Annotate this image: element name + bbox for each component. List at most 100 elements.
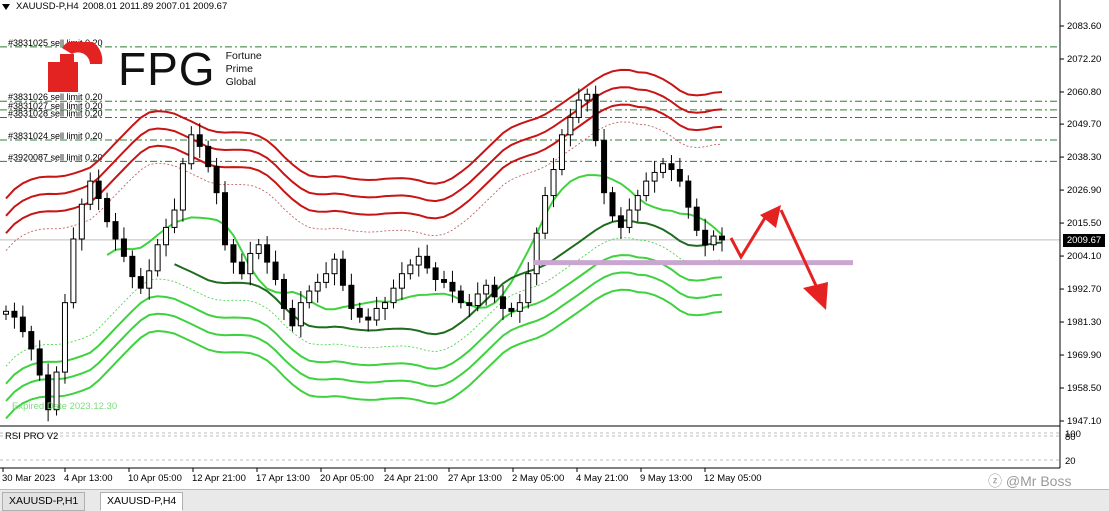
candle-body — [3, 310, 9, 315]
candle-body — [558, 134, 565, 171]
candle-body — [230, 244, 237, 263]
tab-xauusd-h4[interactable]: XAUUSD-P,H4 — [100, 492, 184, 511]
candle-body — [205, 145, 212, 168]
candle-body — [61, 302, 68, 373]
chevron-down-icon[interactable] — [2, 3, 10, 10]
candle-body — [592, 93, 599, 142]
x-tick-label: 12 May 05:00 — [704, 473, 762, 484]
bearish-arrow — [779, 209, 820, 291]
order-label: #3831024 sell limit 0.20 — [8, 131, 103, 141]
fpg-logo: FPG Fortune Prime Global — [48, 38, 262, 96]
y-tick-label: 2083.60 — [1067, 21, 1101, 32]
y-tick-label: 2026.90 — [1067, 185, 1101, 196]
rsi-level-label: 100 — [1065, 429, 1081, 440]
candle-body — [87, 180, 94, 205]
candle-body — [516, 302, 523, 312]
candle-body — [280, 278, 287, 309]
candle-body — [272, 261, 279, 280]
candle-body — [719, 235, 725, 241]
candle-body — [171, 209, 178, 228]
y-tick-label: 1992.70 — [1067, 284, 1101, 295]
x-tick-label: 27 Apr 13:00 — [448, 473, 502, 484]
bullish-arrow — [729, 212, 770, 261]
y-tick-label: 2004.10 — [1067, 251, 1101, 262]
candle-body — [264, 244, 271, 263]
bullish-arrow-head — [760, 205, 781, 228]
bearish-arrow-head — [803, 282, 828, 310]
candle-body — [702, 229, 709, 246]
price-axis: 2083.60 2072.20 2060.80 2049.70 2038.30 2026.… — [1060, 21, 1101, 427]
candle-body — [491, 284, 498, 298]
x-tick-label: 4 May 21:00 — [576, 473, 628, 484]
candle-body — [542, 195, 549, 234]
candle-body — [449, 281, 456, 292]
y-tick-label: 2049.70 — [1067, 119, 1101, 130]
candle-body — [567, 116, 574, 136]
current-price-label: 2009.67 — [1063, 234, 1105, 247]
x-tick-label: 10 Apr 05:00 — [128, 473, 182, 484]
candle-body — [710, 235, 717, 246]
order-label: #3831025 sell limit 0.20 — [8, 38, 103, 48]
candle-body — [617, 215, 624, 228]
candle-body — [222, 192, 229, 246]
candle-body — [441, 278, 448, 283]
candle-body — [112, 221, 119, 240]
candle-body — [508, 307, 515, 312]
candle-body — [676, 169, 683, 182]
lower-band-outer — [5, 288, 723, 420]
chart-tabs: XAUUSD-P,H1 XAUUSD-P,H4 — [0, 489, 1109, 511]
chart-header: XAUUSD-P,H4 2008.01 2011.89 2007.01 2009… — [2, 1, 227, 12]
candle-body — [390, 287, 397, 304]
support-zone — [533, 260, 853, 266]
candle-body — [668, 163, 675, 171]
upper-band-mid — [5, 86, 723, 217]
candle-body — [11, 310, 18, 318]
x-tick-label: 24 Apr 21:00 — [384, 473, 438, 484]
expired-date-label: Expired Date 2023.12.30 — [12, 401, 118, 412]
candle-body — [499, 296, 506, 309]
y-tick-label: 1981.30 — [1067, 317, 1101, 328]
logo-line-2: Prime — [225, 62, 253, 75]
logo-brand: FPG — [118, 43, 216, 95]
rsi-level-label: 80 — [1065, 432, 1076, 443]
candle-body — [137, 276, 144, 289]
y-tick-label: 2060.80 — [1067, 87, 1101, 98]
candle-body — [53, 371, 60, 411]
candle-body — [415, 255, 422, 266]
order-label: #3920087 sell limit 0.20 — [8, 152, 103, 162]
candle-body — [323, 273, 330, 283]
y-tick-label: 1958.50 — [1067, 383, 1101, 394]
candles — [3, 85, 725, 422]
logo-line-1: Fortune — [225, 49, 262, 62]
x-tick-label: 9 May 13:00 — [640, 473, 692, 484]
candle-body — [28, 331, 35, 350]
candle-body — [45, 374, 52, 411]
rsi-level-label: 20 — [1065, 456, 1076, 467]
candle-body — [525, 273, 532, 304]
ma-fast-line — [106, 174, 723, 311]
candle-body — [407, 264, 414, 275]
candle-body — [297, 302, 304, 327]
overlay — [0, 0, 1061, 469]
bands — [5, 68, 723, 420]
tab-xauusd-h1[interactable]: XAUUSD-P,H1 — [2, 492, 86, 511]
candle-body — [120, 238, 127, 257]
x-tick-label: 17 Apr 13:00 — [256, 473, 310, 484]
candle-body — [213, 166, 220, 194]
candle-body — [104, 197, 111, 223]
candle-body — [331, 258, 338, 275]
upper-band-inner — [5, 103, 723, 234]
candle-body — [36, 348, 43, 376]
ohlc-label: 2008.01 2011.89 2007.01 2009.67 — [82, 1, 228, 12]
order-lines: #3831025 sell limit 0.20 #3831026 sell li… — [0, 38, 1060, 241]
y-tick-label: 2015.50 — [1067, 218, 1101, 229]
candle-body — [314, 281, 321, 292]
candle-body — [575, 99, 582, 118]
candle-body — [188, 134, 195, 165]
candle-body — [398, 273, 405, 289]
candle-body — [432, 267, 439, 280]
candle-body — [19, 316, 26, 333]
candle-body — [685, 180, 692, 208]
